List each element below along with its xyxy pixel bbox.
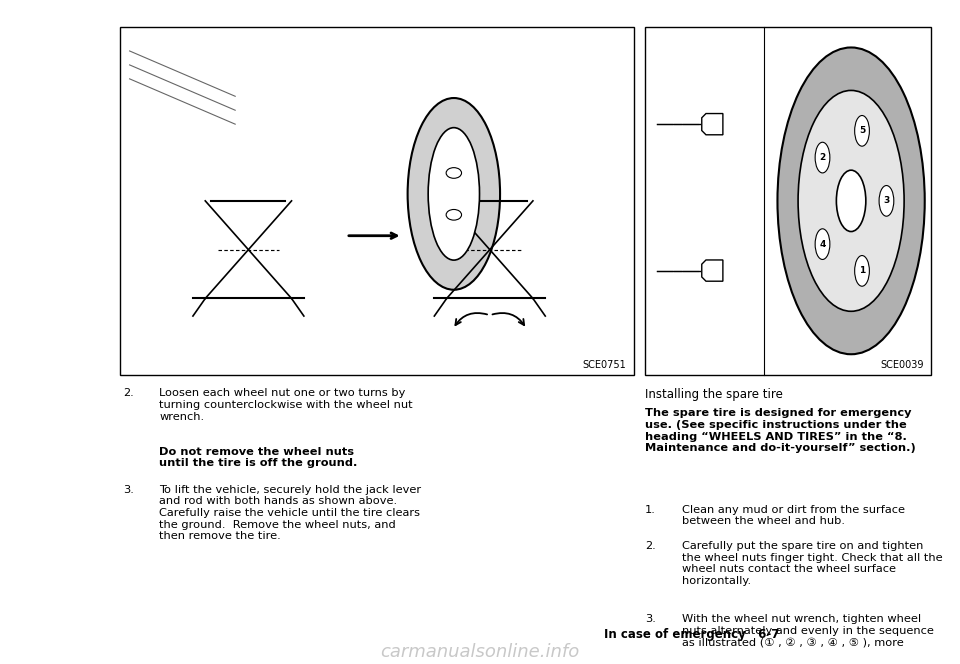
Text: In case of emergency   6-7: In case of emergency 6-7	[604, 627, 779, 641]
Text: 2.: 2.	[123, 388, 133, 398]
Text: Do not remove the wheel nuts
until the tire is off the ground.: Do not remove the wheel nuts until the t…	[159, 447, 358, 469]
Ellipse shape	[879, 185, 894, 216]
Ellipse shape	[815, 142, 829, 173]
Text: 1: 1	[859, 266, 865, 276]
Text: carmanualsonline.info: carmanualsonline.info	[380, 643, 580, 661]
Bar	[645, 27, 931, 375]
Text: 4: 4	[819, 240, 826, 248]
Text: 3.: 3.	[645, 614, 656, 624]
Ellipse shape	[854, 256, 870, 286]
Text: 5: 5	[859, 126, 865, 135]
Text: Loosen each wheel nut one or two turns by
turning counterclockwise with the whee: Loosen each wheel nut one or two turns b…	[159, 388, 413, 422]
Ellipse shape	[836, 170, 866, 232]
Text: 1.: 1.	[645, 505, 656, 515]
Ellipse shape	[778, 47, 924, 355]
Text: 2: 2	[820, 153, 826, 162]
Text: SCE0039: SCE0039	[880, 360, 924, 370]
Circle shape	[446, 167, 462, 179]
Polygon shape	[702, 114, 723, 135]
Text: With the wheel nut wrench, tighten wheel
nuts alternately and evenly in the sequ: With the wheel nut wrench, tighten wheel…	[682, 614, 933, 647]
Ellipse shape	[798, 90, 904, 311]
Bar	[120, 27, 634, 375]
Text: Carefully put the spare tire on and tighten
the wheel nuts finger tight. Check t: Carefully put the spare tire on and tigh…	[682, 541, 942, 586]
Ellipse shape	[428, 127, 480, 260]
Text: 3.: 3.	[123, 485, 133, 495]
Polygon shape	[702, 260, 723, 282]
Ellipse shape	[854, 116, 870, 146]
Text: Installing the spare tire: Installing the spare tire	[645, 388, 783, 402]
Text: The spare tire is designed for emergency
use. (See specific instructions under t: The spare tire is designed for emergency…	[645, 408, 916, 453]
Text: 2.: 2.	[645, 541, 656, 551]
Ellipse shape	[408, 98, 500, 290]
Text: SCE0751: SCE0751	[582, 360, 626, 370]
Ellipse shape	[815, 229, 829, 260]
Text: 3: 3	[883, 197, 890, 205]
Circle shape	[446, 209, 462, 220]
Text: To lift the vehicle, securely hold the jack lever
and rod with both hands as sho: To lift the vehicle, securely hold the j…	[159, 485, 421, 541]
Text: Clean any mud or dirt from the surface
between the wheel and hub.: Clean any mud or dirt from the surface b…	[682, 505, 904, 527]
